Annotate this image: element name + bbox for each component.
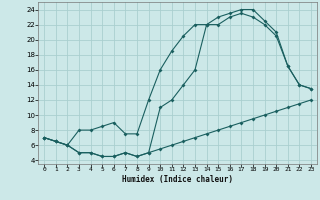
X-axis label: Humidex (Indice chaleur): Humidex (Indice chaleur)	[122, 175, 233, 184]
